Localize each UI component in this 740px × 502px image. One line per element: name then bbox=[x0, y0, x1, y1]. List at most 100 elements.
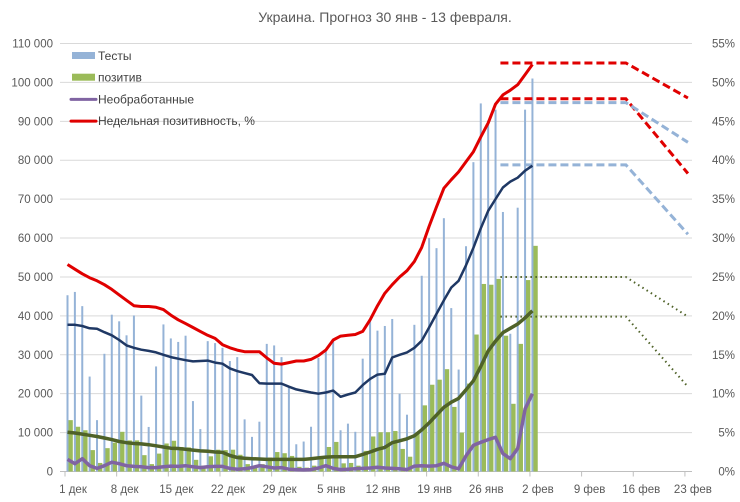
tests-bar bbox=[383, 325, 386, 472]
tests-average-line bbox=[67, 164, 534, 399]
positive-bar bbox=[377, 432, 383, 472]
positive-bar bbox=[495, 278, 501, 472]
x-axis-tick-label: 15 дек bbox=[159, 484, 194, 496]
forecast-line bbox=[500, 315, 689, 388]
x-axis-tick-label: 12 янв bbox=[366, 484, 401, 496]
right-axis-tick-label: 20% bbox=[712, 311, 735, 323]
forecast-line bbox=[500, 97, 690, 175]
positive-bar bbox=[171, 440, 177, 472]
x-axis: 1 дек 8 дек 15 дек 22 дек 29 дек 5 янв 12 янв 1… bbox=[59, 471, 712, 496]
positive-bar bbox=[281, 453, 287, 472]
tests-bar bbox=[191, 401, 194, 472]
tests-bar bbox=[310, 426, 313, 472]
tests-bar bbox=[155, 366, 158, 472]
positive-bar bbox=[112, 442, 118, 472]
x-axis-tick-label: 1 дек bbox=[59, 484, 88, 496]
tests-bar bbox=[221, 347, 224, 472]
tests-bar bbox=[324, 351, 327, 472]
positive-bar bbox=[481, 283, 487, 472]
left-axis-tick-label: 110 000 bbox=[12, 39, 53, 51]
positive-average-line bbox=[67, 309, 534, 462]
positive-bar bbox=[525, 280, 531, 472]
tests-bar bbox=[509, 333, 512, 472]
positive-bar bbox=[503, 335, 509, 472]
tests-bar bbox=[265, 343, 268, 472]
x-axis-tick-label: 2 фев bbox=[522, 484, 554, 496]
tests-bar bbox=[472, 162, 475, 472]
tests-bar bbox=[280, 357, 283, 472]
positive-bar bbox=[510, 403, 516, 472]
tests-bar bbox=[88, 376, 91, 472]
tests-bar bbox=[162, 324, 165, 472]
left-axis-tick-label: 70 000 bbox=[18, 194, 53, 206]
positive-bar bbox=[385, 432, 391, 472]
tests-bar bbox=[391, 318, 394, 472]
tests-bar bbox=[354, 431, 357, 472]
tests-bar bbox=[147, 426, 150, 472]
x-axis-tick-label: 5 янв bbox=[317, 484, 345, 496]
left-axis-tick-label: 100 000 bbox=[11, 77, 53, 89]
tests-bar bbox=[287, 387, 290, 472]
tests-bar bbox=[405, 414, 408, 472]
positive-bar bbox=[532, 245, 538, 472]
positive-bar bbox=[237, 454, 243, 472]
tests-bar bbox=[81, 306, 84, 472]
tests-bar bbox=[110, 314, 113, 472]
tests-bar bbox=[177, 341, 180, 472]
tests-bar bbox=[140, 395, 143, 472]
right-axis-tick-label: 25% bbox=[712, 272, 735, 284]
right-axis-tick-label: 5% bbox=[718, 428, 735, 440]
positive-bar bbox=[156, 453, 162, 472]
tests-bar bbox=[73, 291, 76, 472]
left-axis-tick-label: 60 000 bbox=[18, 233, 53, 245]
tests-bar bbox=[494, 109, 497, 472]
positive-bar bbox=[163, 443, 169, 472]
positive-bar bbox=[399, 448, 405, 472]
positive-bar bbox=[252, 467, 258, 472]
tests-bar bbox=[251, 436, 253, 472]
tests-bar bbox=[457, 369, 460, 472]
series-lines bbox=[66, 63, 534, 472]
x-axis-tick-label: 22 дек bbox=[211, 484, 246, 496]
tests-bar bbox=[103, 353, 106, 472]
positive-bar bbox=[326, 446, 332, 472]
tests-bar bbox=[361, 358, 364, 472]
left-axis-tick-label: 80 000 bbox=[18, 155, 53, 167]
positive-bar bbox=[340, 463, 346, 472]
positive-bar bbox=[422, 405, 428, 472]
tests-bar bbox=[442, 218, 445, 472]
forecast-line bbox=[500, 163, 690, 236]
positive-bar bbox=[289, 455, 295, 472]
left-axis-tick-label: 40 000 bbox=[18, 311, 53, 323]
unprocessed-line bbox=[66, 392, 534, 472]
left-axis-labels: 0 10 000 20 000 30 000 40 000 50 000 60 000 70 … bbox=[11, 39, 53, 479]
tests-bar bbox=[339, 430, 342, 472]
tests-bar bbox=[398, 393, 401, 472]
tests-bar bbox=[531, 78, 534, 472]
legend-label: Тесты bbox=[98, 49, 131, 63]
tests-bar bbox=[413, 324, 416, 472]
right-axis-tick-label: 40% bbox=[712, 155, 735, 167]
positive-bar bbox=[370, 436, 376, 472]
positive-bar bbox=[82, 430, 88, 472]
tests-bar bbox=[206, 341, 209, 472]
tests-bar bbox=[273, 345, 276, 472]
positive-bar bbox=[458, 432, 464, 472]
positive-bar bbox=[126, 440, 132, 472]
positive-bar bbox=[215, 449, 221, 472]
positive-bar bbox=[517, 343, 523, 472]
tests-bar bbox=[243, 419, 246, 472]
tests-bar bbox=[184, 335, 187, 472]
tests-bar bbox=[214, 343, 217, 472]
positive-bar bbox=[444, 369, 450, 472]
chart-title: Украина. Прогноз 30 янв - 13 февраля. bbox=[258, 9, 512, 25]
x-axis-tick-label: 16 фев bbox=[622, 484, 660, 496]
positive-bar bbox=[274, 452, 280, 472]
tests-bar bbox=[435, 248, 438, 472]
tests-bar bbox=[346, 423, 349, 472]
tests-bar bbox=[376, 330, 379, 472]
left-axis-tick-label: 90 000 bbox=[18, 116, 53, 128]
positive-bar bbox=[185, 447, 191, 472]
right-axis-labels: 0% 5% 10% 15% 20% 25% 30% 35% 40% 45% 50% 55% bbox=[712, 39, 735, 479]
tests-bar bbox=[317, 357, 320, 472]
